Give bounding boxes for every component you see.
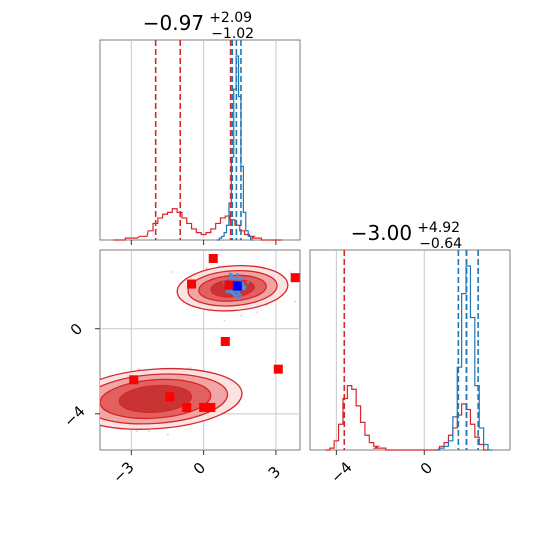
joint-plot-area bbox=[86, 254, 300, 436]
joint-blue-sample-point bbox=[246, 280, 250, 285]
joint-sample-point bbox=[97, 387, 99, 389]
marginal1-axes-frame bbox=[99, 39, 301, 241]
joint-sample-point bbox=[240, 314, 243, 317]
joint-sample-point bbox=[135, 430, 138, 433]
joint-blue-sample-point bbox=[231, 291, 235, 295]
joint-xtick-label: −3 bbox=[109, 458, 137, 486]
marginal2-xtick-label: 0 bbox=[417, 459, 436, 478]
joint-xtick-label: 0 bbox=[190, 459, 209, 478]
joint-sample-point bbox=[86, 391, 88, 393]
joint-blue-sample-point bbox=[236, 296, 240, 300]
joint-sample-point bbox=[218, 264, 221, 267]
joint-sample-point bbox=[166, 433, 169, 436]
marginal2-title-value: −3.00 bbox=[351, 221, 412, 245]
marginal1-hist-blue bbox=[216, 55, 254, 241]
joint-red-square-marker bbox=[273, 364, 283, 374]
joint-ytick-label: −4 bbox=[60, 402, 88, 430]
joint-sample-point bbox=[87, 364, 89, 366]
joint-sample-point bbox=[289, 271, 292, 274]
marginal1-title-value: −0.97 bbox=[143, 11, 204, 35]
joint-sample-point bbox=[223, 319, 226, 322]
joint-red-square-marker bbox=[187, 279, 197, 289]
joint-contour-level bbox=[118, 384, 193, 413]
marginal1-title-minus: −1.02 bbox=[211, 26, 254, 42]
joint-red-square-marker bbox=[208, 254, 218, 264]
joint-sample-point bbox=[95, 395, 97, 397]
joint-sample-point bbox=[90, 380, 92, 382]
joint-blue-sample-point bbox=[235, 272, 240, 277]
marginal2-title: −3.00 +4.92 −0.64 bbox=[351, 217, 465, 252]
joint-sample-point bbox=[171, 270, 174, 273]
marginal1-title: −0.97 +2.09 −1.02 bbox=[143, 7, 257, 42]
joint-red-square-marker bbox=[290, 273, 300, 283]
joint-blue-sample-point bbox=[228, 272, 232, 276]
joint-red-square-marker bbox=[182, 402, 192, 412]
joint-sample-point bbox=[299, 284, 300, 287]
joint-blue-sample-point bbox=[235, 293, 239, 297]
joint-sample-point bbox=[147, 430, 150, 433]
joint-red-square-marker bbox=[165, 392, 175, 402]
joint-red-square-marker bbox=[199, 402, 209, 412]
marginal1-title-plus: +2.09 bbox=[209, 10, 252, 26]
marginal-panel-param2: −3.00 +4.92 −0.64 bbox=[309, 217, 511, 455]
marginal2-xtick-label: −4 bbox=[327, 458, 355, 486]
joint-blue-sample-point bbox=[240, 276, 245, 281]
joint-blue-square-marker bbox=[232, 281, 242, 291]
joint-red-square-marker bbox=[224, 280, 234, 290]
joint-panel: 0 −4 −3 0 3 bbox=[60, 249, 301, 487]
marginal2-hist-red bbox=[325, 385, 489, 451]
joint-red-square-marker bbox=[206, 402, 216, 412]
marginal-panel-param1: −0.97 +2.09 −1.02 bbox=[99, 7, 301, 245]
joint-xtick-label: 3 bbox=[265, 463, 284, 482]
joint-sample-point bbox=[96, 386, 98, 388]
joint-red-square-marker bbox=[220, 336, 230, 346]
joint-red-square-marker bbox=[129, 375, 139, 385]
joint-ytick-label: 0 bbox=[67, 320, 86, 339]
marginal1-hist-red bbox=[113, 208, 282, 241]
marginal2-axes-frame bbox=[309, 249, 511, 451]
joint-sample-point bbox=[189, 366, 192, 369]
joint-blue-sample-point bbox=[243, 285, 247, 289]
joint-sample-point bbox=[255, 311, 258, 314]
joint-blue-sample-point bbox=[232, 277, 236, 281]
marginal2-hist-blue bbox=[435, 265, 493, 451]
joint-blue-sample-point bbox=[228, 276, 232, 280]
marginal2-title-minus: −0.64 bbox=[419, 236, 462, 252]
marginal2-title-plus: +4.92 bbox=[417, 220, 460, 236]
joint-sample-point bbox=[294, 300, 297, 303]
joint-blue-sample-point bbox=[225, 289, 229, 294]
